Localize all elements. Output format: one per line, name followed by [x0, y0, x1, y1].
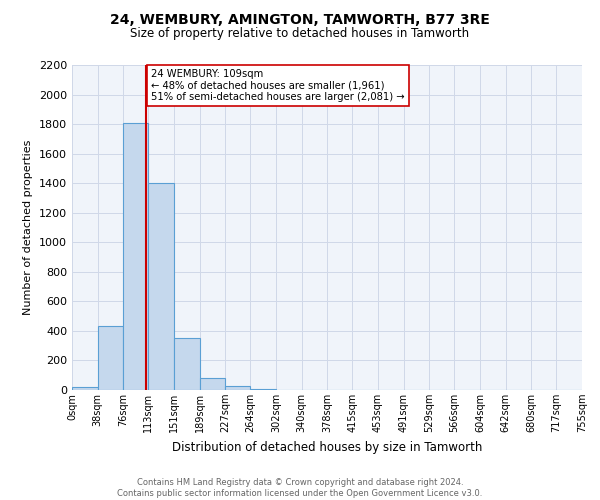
- Text: Size of property relative to detached houses in Tamworth: Size of property relative to detached ho…: [130, 28, 470, 40]
- X-axis label: Distribution of detached houses by size in Tamworth: Distribution of detached houses by size …: [172, 440, 482, 454]
- Bar: [148, 183, 174, 390]
- Bar: [72, 387, 98, 390]
- Text: 24 WEMBURY: 109sqm
← 48% of detached houses are smaller (1,961)
51% of semi-deta: 24 WEMBURY: 109sqm ← 48% of detached hou…: [151, 68, 404, 102]
- Bar: [174, 338, 200, 390]
- Text: 24, WEMBURY, AMINGTON, TAMWORTH, B77 3RE: 24, WEMBURY, AMINGTON, TAMWORTH, B77 3RE: [110, 12, 490, 26]
- Text: Contains HM Land Registry data © Crown copyright and database right 2024.
Contai: Contains HM Land Registry data © Crown c…: [118, 478, 482, 498]
- Bar: [200, 378, 226, 390]
- Y-axis label: Number of detached properties: Number of detached properties: [23, 140, 34, 315]
- Bar: [98, 326, 124, 390]
- Bar: [124, 122, 148, 390]
- Bar: [226, 386, 250, 390]
